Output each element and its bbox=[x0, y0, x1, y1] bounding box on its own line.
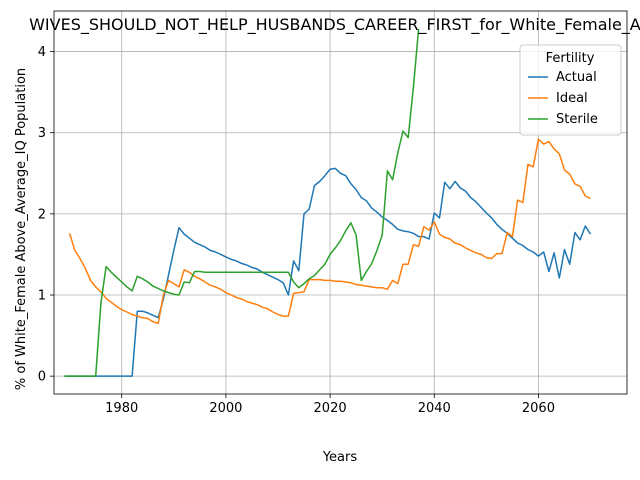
series-line-sterile bbox=[64, 28, 420, 377]
x-axis-label: Years bbox=[322, 450, 358, 465]
x-tick-label: 2020 bbox=[314, 401, 347, 416]
x-tick-label: 2060 bbox=[522, 401, 555, 416]
x-tick-label: 2040 bbox=[418, 401, 451, 416]
legend-entry-sterile: Sterile bbox=[556, 112, 598, 127]
y-tick-label: 2 bbox=[38, 207, 46, 222]
x-tick-label: 2000 bbox=[209, 401, 242, 416]
y-axis-label: % of White_Female Above_Average_IQ Popul… bbox=[14, 68, 29, 390]
x-tick-label: 1980 bbox=[105, 401, 138, 416]
legend-entry-ideal: Ideal bbox=[556, 91, 588, 106]
plot-frame bbox=[53, 10, 628, 395]
y-tick-label: 3 bbox=[38, 126, 46, 141]
series-lines bbox=[64, 28, 592, 377]
legend: Fertility Actual Ideal Sterile bbox=[519, 44, 622, 136]
legend-box bbox=[519, 44, 622, 136]
series-line-ideal bbox=[68, 138, 591, 325]
series-line-actual bbox=[64, 167, 592, 377]
axis-ticks: 1980 2000 2020 2040 2060 0 1 2 3 4 bbox=[38, 45, 555, 416]
legend-entry-actual: Actual bbox=[556, 70, 597, 85]
y-tick-label: 0 bbox=[38, 370, 46, 385]
chart-title: WIVES_SHOULD_NOT_HELP_HUSBANDS_CAREER_FI… bbox=[29, 15, 640, 35]
y-tick-label: 4 bbox=[38, 45, 46, 60]
y-tick-label: 1 bbox=[38, 289, 46, 304]
legend-title: Fertility bbox=[546, 51, 595, 66]
